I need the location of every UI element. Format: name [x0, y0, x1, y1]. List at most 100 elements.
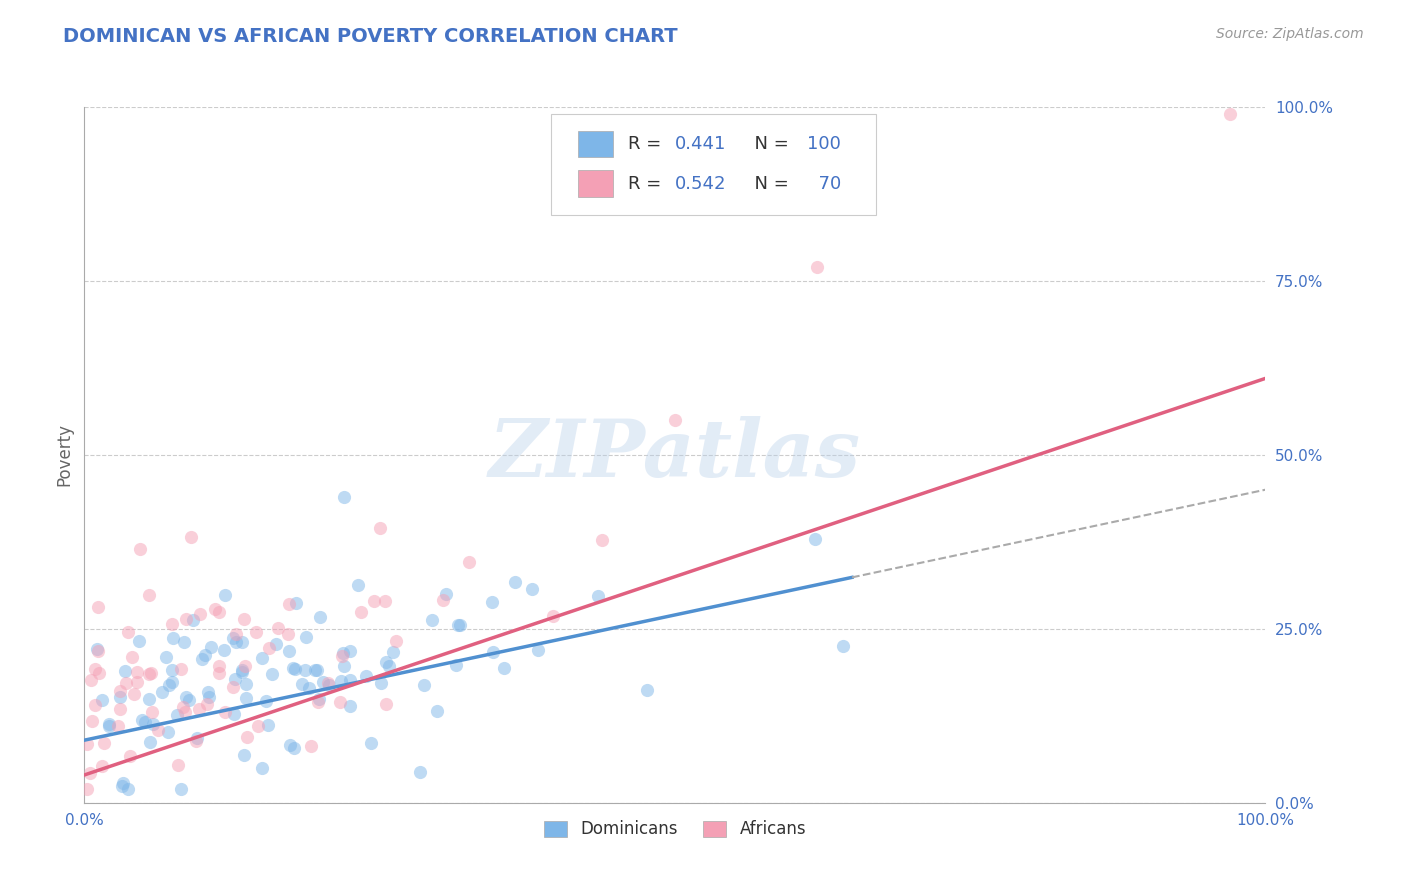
Point [224, 672, 246, 686]
Point [131, 713, 153, 727]
Point [80, 714, 103, 728]
Point [76, 781, 98, 796]
Text: 0.542: 0.542 [675, 175, 727, 193]
Text: 70: 70 [807, 175, 841, 193]
Point [347, 578, 370, 592]
Text: R =: R = [627, 135, 666, 153]
Point [290, 676, 312, 690]
Point [157, 678, 180, 692]
Point [155, 650, 177, 665]
Point [449, 618, 471, 632]
Point [138, 691, 160, 706]
Point [283, 740, 305, 755]
Point [267, 621, 290, 635]
Point [222, 680, 245, 694]
Point [384, 634, 406, 648]
Point [174, 690, 197, 705]
Point [121, 650, 143, 665]
Point [115, 676, 138, 690]
Point [181, 613, 204, 627]
Point [831, 640, 853, 654]
Point [329, 695, 352, 709]
Point [98, 718, 121, 732]
Point [108, 702, 131, 716]
Point [294, 663, 316, 677]
Point [208, 658, 231, 673]
Point [339, 673, 361, 688]
Point [197, 685, 219, 699]
Point [86, 641, 108, 656]
Point [80, 673, 103, 687]
FancyBboxPatch shape [551, 114, 876, 215]
Point [156, 725, 179, 739]
Point [250, 761, 273, 775]
Point [83, 662, 105, 676]
Point [299, 739, 322, 753]
Point [162, 631, 184, 645]
Point [370, 676, 392, 690]
Point [186, 731, 208, 745]
Point [139, 665, 162, 680]
Point [194, 648, 217, 662]
Point [374, 655, 396, 669]
Point [235, 677, 257, 691]
Point [197, 690, 219, 705]
Point [804, 532, 827, 546]
Point [254, 693, 277, 707]
Point [93, 736, 115, 750]
Point [333, 490, 356, 504]
Point [503, 575, 526, 590]
Point [281, 661, 304, 675]
Point [191, 652, 214, 666]
Point [360, 735, 382, 749]
Point [297, 681, 319, 695]
Point [541, 609, 564, 624]
Point [170, 781, 193, 796]
Point [458, 555, 481, 569]
Point [170, 662, 193, 676]
Point [264, 637, 287, 651]
Point [444, 657, 467, 672]
Point [527, 642, 550, 657]
Point [426, 704, 449, 718]
Point [318, 678, 340, 692]
Point [91, 693, 114, 707]
Point [112, 775, 135, 789]
Point [187, 702, 209, 716]
Point [350, 605, 373, 619]
Point [138, 667, 160, 681]
Point [586, 589, 609, 603]
Point [284, 662, 307, 676]
Point [316, 675, 339, 690]
Point [482, 645, 505, 659]
Point [295, 631, 318, 645]
Text: DOMINICAN VS AFRICAN POVERTY CORRELATION CHART: DOMINICAN VS AFRICAN POVERTY CORRELATION… [63, 27, 678, 45]
Point [128, 634, 150, 648]
Point [235, 691, 257, 706]
Point [378, 659, 401, 673]
Point [111, 779, 134, 793]
Point [212, 642, 235, 657]
Point [312, 675, 335, 690]
Point [225, 627, 247, 641]
Point [208, 605, 231, 619]
Point [308, 692, 330, 706]
Point [591, 533, 613, 548]
Point [222, 631, 245, 645]
Point [231, 664, 253, 678]
Point [117, 781, 139, 796]
Point [492, 660, 515, 674]
Point [79, 765, 101, 780]
Point [245, 624, 267, 639]
Point [434, 586, 457, 600]
Point [233, 747, 256, 762]
Point [214, 705, 236, 719]
Point [250, 651, 273, 665]
Point [520, 582, 543, 596]
Point [179, 530, 201, 544]
Point [413, 678, 436, 692]
Point [108, 690, 131, 705]
Point [257, 640, 280, 655]
Point [329, 673, 352, 688]
Point [142, 717, 165, 731]
